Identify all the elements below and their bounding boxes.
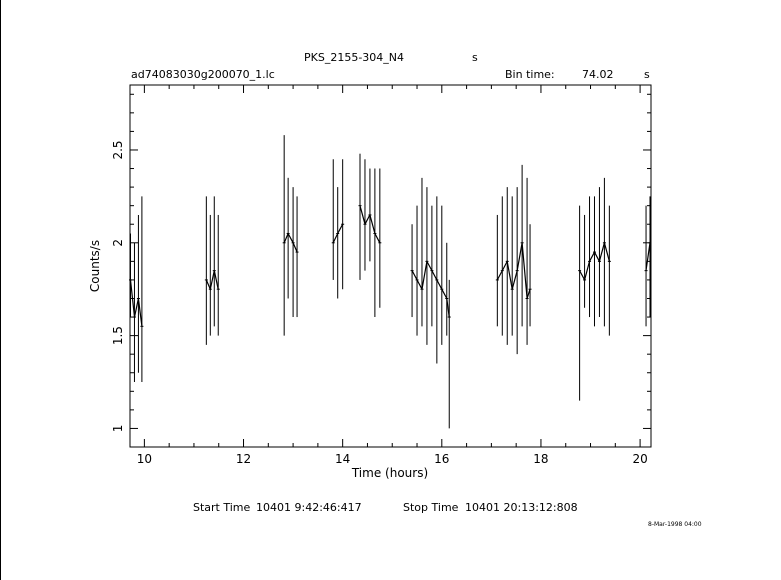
data-segment bbox=[128, 196, 144, 383]
axis-tick-labels: 10 12 14 16 18 20 1 1.5 2 2.5 bbox=[111, 140, 648, 466]
plot-title-unit: s bbox=[472, 51, 478, 64]
start-time-value: 10401 9:42:46:417 bbox=[256, 501, 362, 514]
y-tick-label: 2 bbox=[111, 239, 125, 247]
x-tick-label: 20 bbox=[632, 452, 647, 466]
plot-title: PKS_2155-304_N4 bbox=[304, 51, 405, 64]
plot-date-stamp: 8-Mar-1998 04:00 bbox=[648, 521, 702, 528]
lightcurve-filename: ad74083030g200070_1.lc bbox=[131, 68, 275, 81]
bin-time-label: Bin time: bbox=[505, 68, 555, 81]
x-tick-label: 14 bbox=[335, 452, 350, 466]
y-tick-label: 1.5 bbox=[111, 326, 125, 345]
x-tick-label: 18 bbox=[533, 452, 548, 466]
stop-time-value: 10401 20:13:12:808 bbox=[465, 501, 578, 514]
x-tick-label: 12 bbox=[236, 452, 251, 466]
data-segment bbox=[204, 196, 220, 345]
stop-time-label: Stop Time bbox=[403, 501, 459, 514]
data-segment bbox=[410, 177, 451, 429]
bin-time-unit: s bbox=[644, 68, 650, 81]
data-segment bbox=[644, 196, 652, 327]
window-left-border bbox=[0, 0, 1, 580]
light-curve-trace bbox=[411, 259, 450, 318]
light-curve-trace bbox=[129, 279, 143, 327]
data-segment bbox=[578, 177, 611, 401]
data-series bbox=[128, 135, 652, 429]
light-curve-trace bbox=[205, 270, 219, 292]
data-segment bbox=[331, 159, 345, 299]
x-tick-label: 10 bbox=[137, 452, 152, 466]
light-curve-trace bbox=[645, 242, 651, 271]
x-tick-label: 16 bbox=[434, 452, 449, 466]
y-tick-label: 2.5 bbox=[111, 140, 125, 159]
x-axis-label: Time (hours) bbox=[351, 466, 428, 480]
y-tick-label: 1 bbox=[111, 425, 125, 433]
light-curve-trace bbox=[283, 232, 298, 253]
axis-ticks bbox=[130, 85, 651, 448]
data-segment bbox=[358, 153, 382, 318]
start-time-label: Start Time bbox=[193, 501, 251, 514]
y-axis-label: Counts/s bbox=[88, 240, 102, 292]
plot-frame bbox=[129, 84, 652, 448]
light-curve-trace bbox=[496, 242, 531, 299]
data-segment bbox=[282, 135, 299, 336]
data-segment bbox=[495, 164, 532, 355]
bin-time-value: 74.02 bbox=[582, 68, 614, 81]
